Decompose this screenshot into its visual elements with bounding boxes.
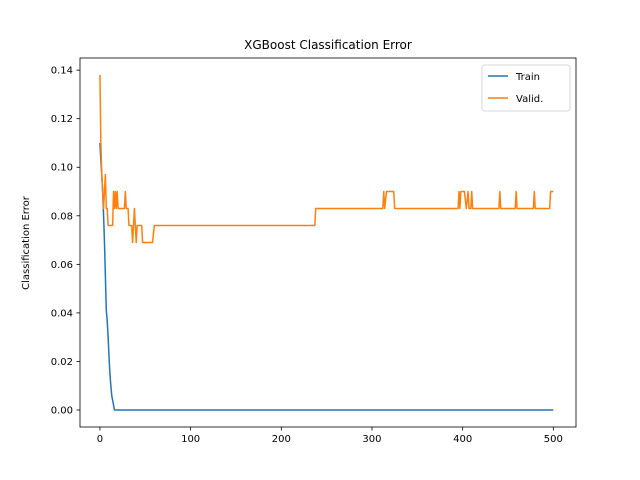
y-axis-ticks: 0.00 0.02 0.04 0.06 0.08 0.10 0.12 0.14 [51, 66, 80, 417]
x-tick-label: 200 [272, 434, 291, 445]
y-tick-label: 0.12 [51, 114, 73, 125]
x-tick-label: 0 [97, 434, 103, 445]
y-tick-label: 0.10 [51, 163, 73, 174]
legend: Train Valid. [481, 64, 571, 112]
y-tick-label: 0.14 [51, 66, 73, 77]
series-line-valid [99, 74, 554, 244]
y-tick-label: 0.02 [51, 357, 73, 368]
x-axis-ticks: 0 100 200 300 400 500 [97, 427, 563, 445]
x-tick-label: 100 [181, 434, 200, 445]
x-tick-label: 500 [544, 434, 563, 445]
y-tick-label: 0.00 [51, 406, 73, 417]
chart-title: XGBoost Classification Error [244, 38, 412, 52]
x-tick-label: 300 [362, 434, 381, 445]
x-tick-label: 400 [453, 434, 472, 445]
axes-frame [79, 57, 577, 428]
y-tick-label: 0.04 [51, 308, 73, 319]
y-tick-label: 0.08 [51, 211, 73, 222]
plot-area [99, 74, 554, 411]
y-axis-label: Classification Error [21, 195, 32, 290]
legend-label: Valid. [516, 94, 543, 105]
legend-label: Train [515, 72, 540, 83]
series-line-train [99, 142, 554, 411]
y-tick-label: 0.06 [51, 260, 73, 271]
